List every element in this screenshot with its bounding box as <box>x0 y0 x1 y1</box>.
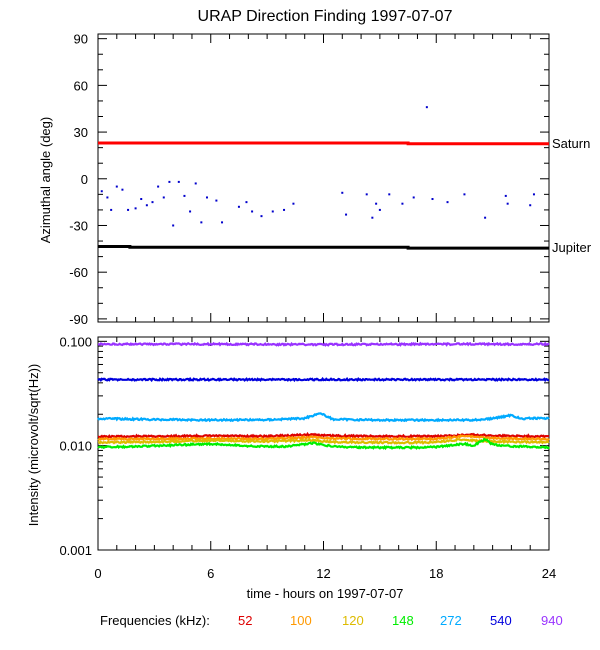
y-tick-label: -60 <box>69 265 88 280</box>
time-x-axis-label: time - hours on 1997-07-07 <box>247 586 404 601</box>
direction-point <box>177 180 180 183</box>
direction-point <box>532 193 535 196</box>
y-tick-label: 30 <box>74 125 88 140</box>
saturn-reference-line <box>98 141 549 146</box>
y-tick-label: 0.001 <box>59 543 92 558</box>
direction-point <box>506 202 509 205</box>
direction-point <box>283 208 286 211</box>
direction-point <box>365 193 368 196</box>
y-tick-label: 60 <box>74 78 88 93</box>
direction-point <box>412 196 415 199</box>
direction-point <box>205 196 208 199</box>
frequency-legend: Frequencies (kHz): 52 100 120 148 272 540 940 <box>100 613 563 628</box>
direction-point <box>504 194 507 197</box>
legend-item-52-khz: 52 <box>238 613 252 628</box>
direction-point <box>446 201 449 204</box>
direction-point <box>151 201 154 204</box>
direction-point <box>127 208 130 211</box>
legend-item-940-khz: 940 <box>541 613 563 628</box>
direction-point <box>271 210 274 213</box>
series-120-khz-line <box>97 437 550 445</box>
intensity-y-axis-label: Intensity (microvolt/sqrt(Hz)) <box>26 364 41 527</box>
direction-point <box>162 196 165 199</box>
direction-point <box>237 205 240 208</box>
series-100-khz-line <box>97 434 550 442</box>
direction-point <box>172 224 175 227</box>
direction-point <box>100 190 103 193</box>
jupiter-reference-line <box>98 245 549 250</box>
legend-item-120-khz: 120 <box>342 613 364 628</box>
direction-point <box>157 185 160 188</box>
direction-point <box>260 215 263 218</box>
direction-point <box>375 202 378 205</box>
x-tick-label: 0 <box>94 566 101 581</box>
direction-point <box>378 208 381 211</box>
direction-point <box>425 106 428 109</box>
x-tick-label: 24 <box>542 566 556 581</box>
direction-point <box>484 216 487 219</box>
direction-point <box>194 182 197 185</box>
series-272-khz-line <box>97 412 550 423</box>
chart-title: URAP Direction Finding 1997-07-07 <box>198 8 453 25</box>
direction-point <box>183 194 186 197</box>
direction-point <box>189 210 192 213</box>
y-tick-label: 0.010 <box>59 439 92 454</box>
direction-point <box>251 210 254 213</box>
azimuth-y-axis-label: Azimuthal angle (deg) <box>38 117 53 243</box>
legend-item-100-khz: 100 <box>290 613 312 628</box>
direction-point <box>168 180 171 183</box>
direction-point <box>431 198 434 201</box>
legend-item-272-khz: 272 <box>440 613 462 628</box>
jupiter-label: Jupiter <box>552 240 592 255</box>
legend-item-148-khz: 148 <box>392 613 414 628</box>
direction-point <box>345 213 348 216</box>
x-tick-label: 6 <box>207 566 214 581</box>
direction-point <box>529 204 532 207</box>
y-tick-label: 0 <box>81 172 88 187</box>
y-tick-label: -30 <box>69 218 88 233</box>
direction-point <box>106 196 109 199</box>
direction-point <box>110 208 113 211</box>
direction-point <box>140 198 143 201</box>
direction-point <box>388 193 391 196</box>
direction-point <box>221 221 224 224</box>
legend-item-540-khz: 540 <box>490 613 512 628</box>
direction-point <box>341 191 344 194</box>
x-tick-label: 12 <box>316 566 330 581</box>
direction-point <box>145 204 148 207</box>
y-tick-label: 90 <box>74 32 88 47</box>
saturn-label: Saturn <box>552 136 590 151</box>
series-148-khz-line <box>97 437 550 451</box>
y-tick-label: -90 <box>69 312 88 327</box>
direction-point <box>292 202 295 205</box>
direction-point <box>121 188 124 191</box>
direction-point <box>115 185 118 188</box>
direction-point <box>200 221 203 224</box>
direction-point <box>401 202 404 205</box>
intensity-plot-frame <box>97 336 550 551</box>
series-940-khz-line <box>97 341 550 347</box>
series-540-khz-line <box>97 376 549 383</box>
legend-title: Frequencies (kHz): <box>100 613 210 628</box>
x-tick-label: 18 <box>429 566 443 581</box>
direction-point <box>245 201 248 204</box>
direction-point <box>463 193 466 196</box>
direction-point <box>134 207 137 210</box>
direction-point <box>371 216 374 219</box>
y-tick-label: 0.100 <box>59 334 92 349</box>
azimuth-plot-frame <box>97 33 550 323</box>
direction-point <box>215 199 218 202</box>
azimuth-panel: 90 60 30 0 -30 -60 -90 Saturn Jupiter <box>69 32 591 327</box>
